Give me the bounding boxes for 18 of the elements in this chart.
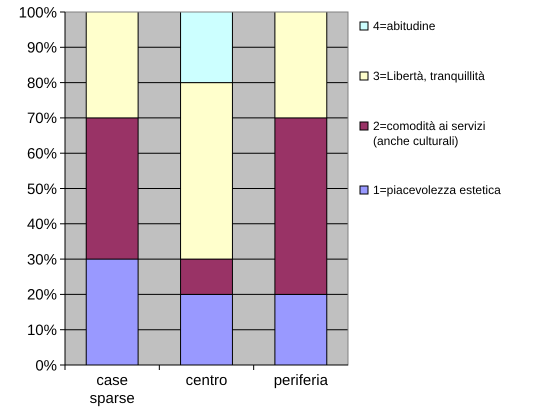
y-tick-label: 0% [35,357,57,374]
y-tick-label: 10% [26,322,57,339]
legend-label: 2=comodità ai servizi (anche culturali) [373,119,486,148]
x-tick-label: case sparse [90,372,135,407]
legend-label: 1=piacevolezza estetica [373,183,502,197]
y-tick-label: 20% [26,286,57,304]
y-tick-label: 40% [26,216,57,234]
y-tick-label: 30% [26,251,57,268]
y-tick-label: 90% [26,40,57,57]
y-tick-label: 100% [18,4,57,22]
y-tick-label: 60% [26,145,57,162]
y-tick-label: 80% [26,74,57,92]
legend-label: 4=abitudine [373,19,436,33]
x-tick-label: periferia [274,372,329,389]
legend-label: 3=Libertà, tranquillità [373,69,486,83]
y-tick-label: 50% [26,180,57,198]
x-tick-label: centro [186,372,228,389]
y-tick-label: 70% [26,110,57,128]
